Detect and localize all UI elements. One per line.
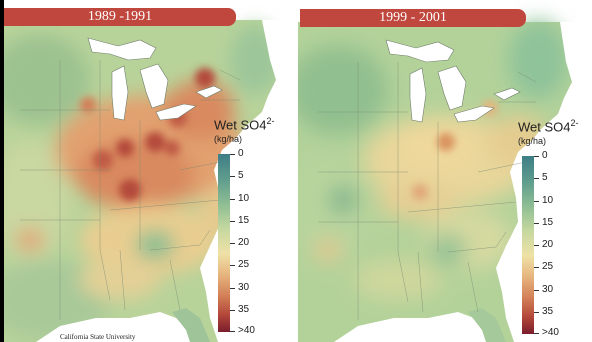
tick-mark — [230, 199, 235, 200]
tick-mark — [230, 243, 235, 244]
tick-label: 0 — [238, 148, 244, 159]
legend-title-left: Wet SO42- — [214, 116, 275, 133]
tick-label: 35 — [542, 306, 554, 317]
tick-mark — [534, 290, 539, 291]
tick-mark — [534, 312, 539, 313]
map-1989-1991: 1989 -1991 Wet SO42- (kg/ha) 0 5 10 15 2… — [0, 0, 296, 342]
map-title-right: 1999 - 2001 — [300, 9, 526, 27]
tick-mark — [230, 288, 235, 289]
legend-unit-left: (kg/ha) — [214, 134, 243, 144]
tick-label: 20 — [542, 239, 554, 250]
tick-mark — [534, 267, 539, 268]
legend-unit-right: (kg/ha) — [518, 136, 547, 146]
tick-label: 15 — [238, 215, 250, 226]
source-credit: California State University — [60, 333, 136, 341]
tick-mark — [534, 223, 539, 224]
tick-label: 25 — [542, 261, 554, 272]
tick-label: 30 — [238, 282, 250, 293]
tick-mark — [230, 331, 235, 332]
tick-mark — [534, 333, 539, 334]
tick-label: 35 — [238, 304, 250, 315]
tick-mark — [230, 221, 235, 222]
tick-mark — [230, 176, 235, 177]
tick-label: 10 — [238, 193, 250, 204]
sulfate-map-1989-1991 — [0, 20, 296, 342]
legend-left: Wet SO42- (kg/ha) 0 5 10 15 20 25 30 35 … — [214, 116, 296, 342]
tick-label: 0 — [542, 150, 548, 161]
tick-mark — [230, 265, 235, 266]
tick-mark — [230, 154, 235, 155]
tick-mark — [534, 178, 539, 179]
tick-label: >40 — [238, 325, 255, 336]
tick-label: 10 — [542, 195, 554, 206]
tick-mark — [534, 156, 539, 157]
tick-label: 5 — [542, 172, 548, 183]
tick-label: 15 — [542, 217, 554, 228]
map-1999-2001: 1999 - 2001 Wet SO42- (kg/ha) 0 5 10 15 … — [298, 0, 592, 342]
tick-mark — [230, 310, 235, 311]
tick-mark — [534, 201, 539, 202]
tick-mark — [534, 245, 539, 246]
color-scale-left — [218, 154, 230, 332]
tick-label: 5 — [238, 170, 244, 181]
map-title-left: 1989 -1991 — [4, 8, 236, 26]
tick-label: >40 — [542, 327, 559, 338]
legend-title-right: Wet SO42- — [518, 118, 579, 135]
legend-right: Wet SO42- (kg/ha) 0 5 10 15 20 25 30 35 … — [518, 118, 592, 342]
color-scale-right — [522, 156, 534, 334]
left-edge-strip — [0, 0, 4, 342]
sulfate-map-1999-2001 — [298, 20, 592, 342]
tick-label: 30 — [542, 284, 554, 295]
tick-label: 25 — [238, 259, 250, 270]
tick-label: 20 — [238, 237, 250, 248]
